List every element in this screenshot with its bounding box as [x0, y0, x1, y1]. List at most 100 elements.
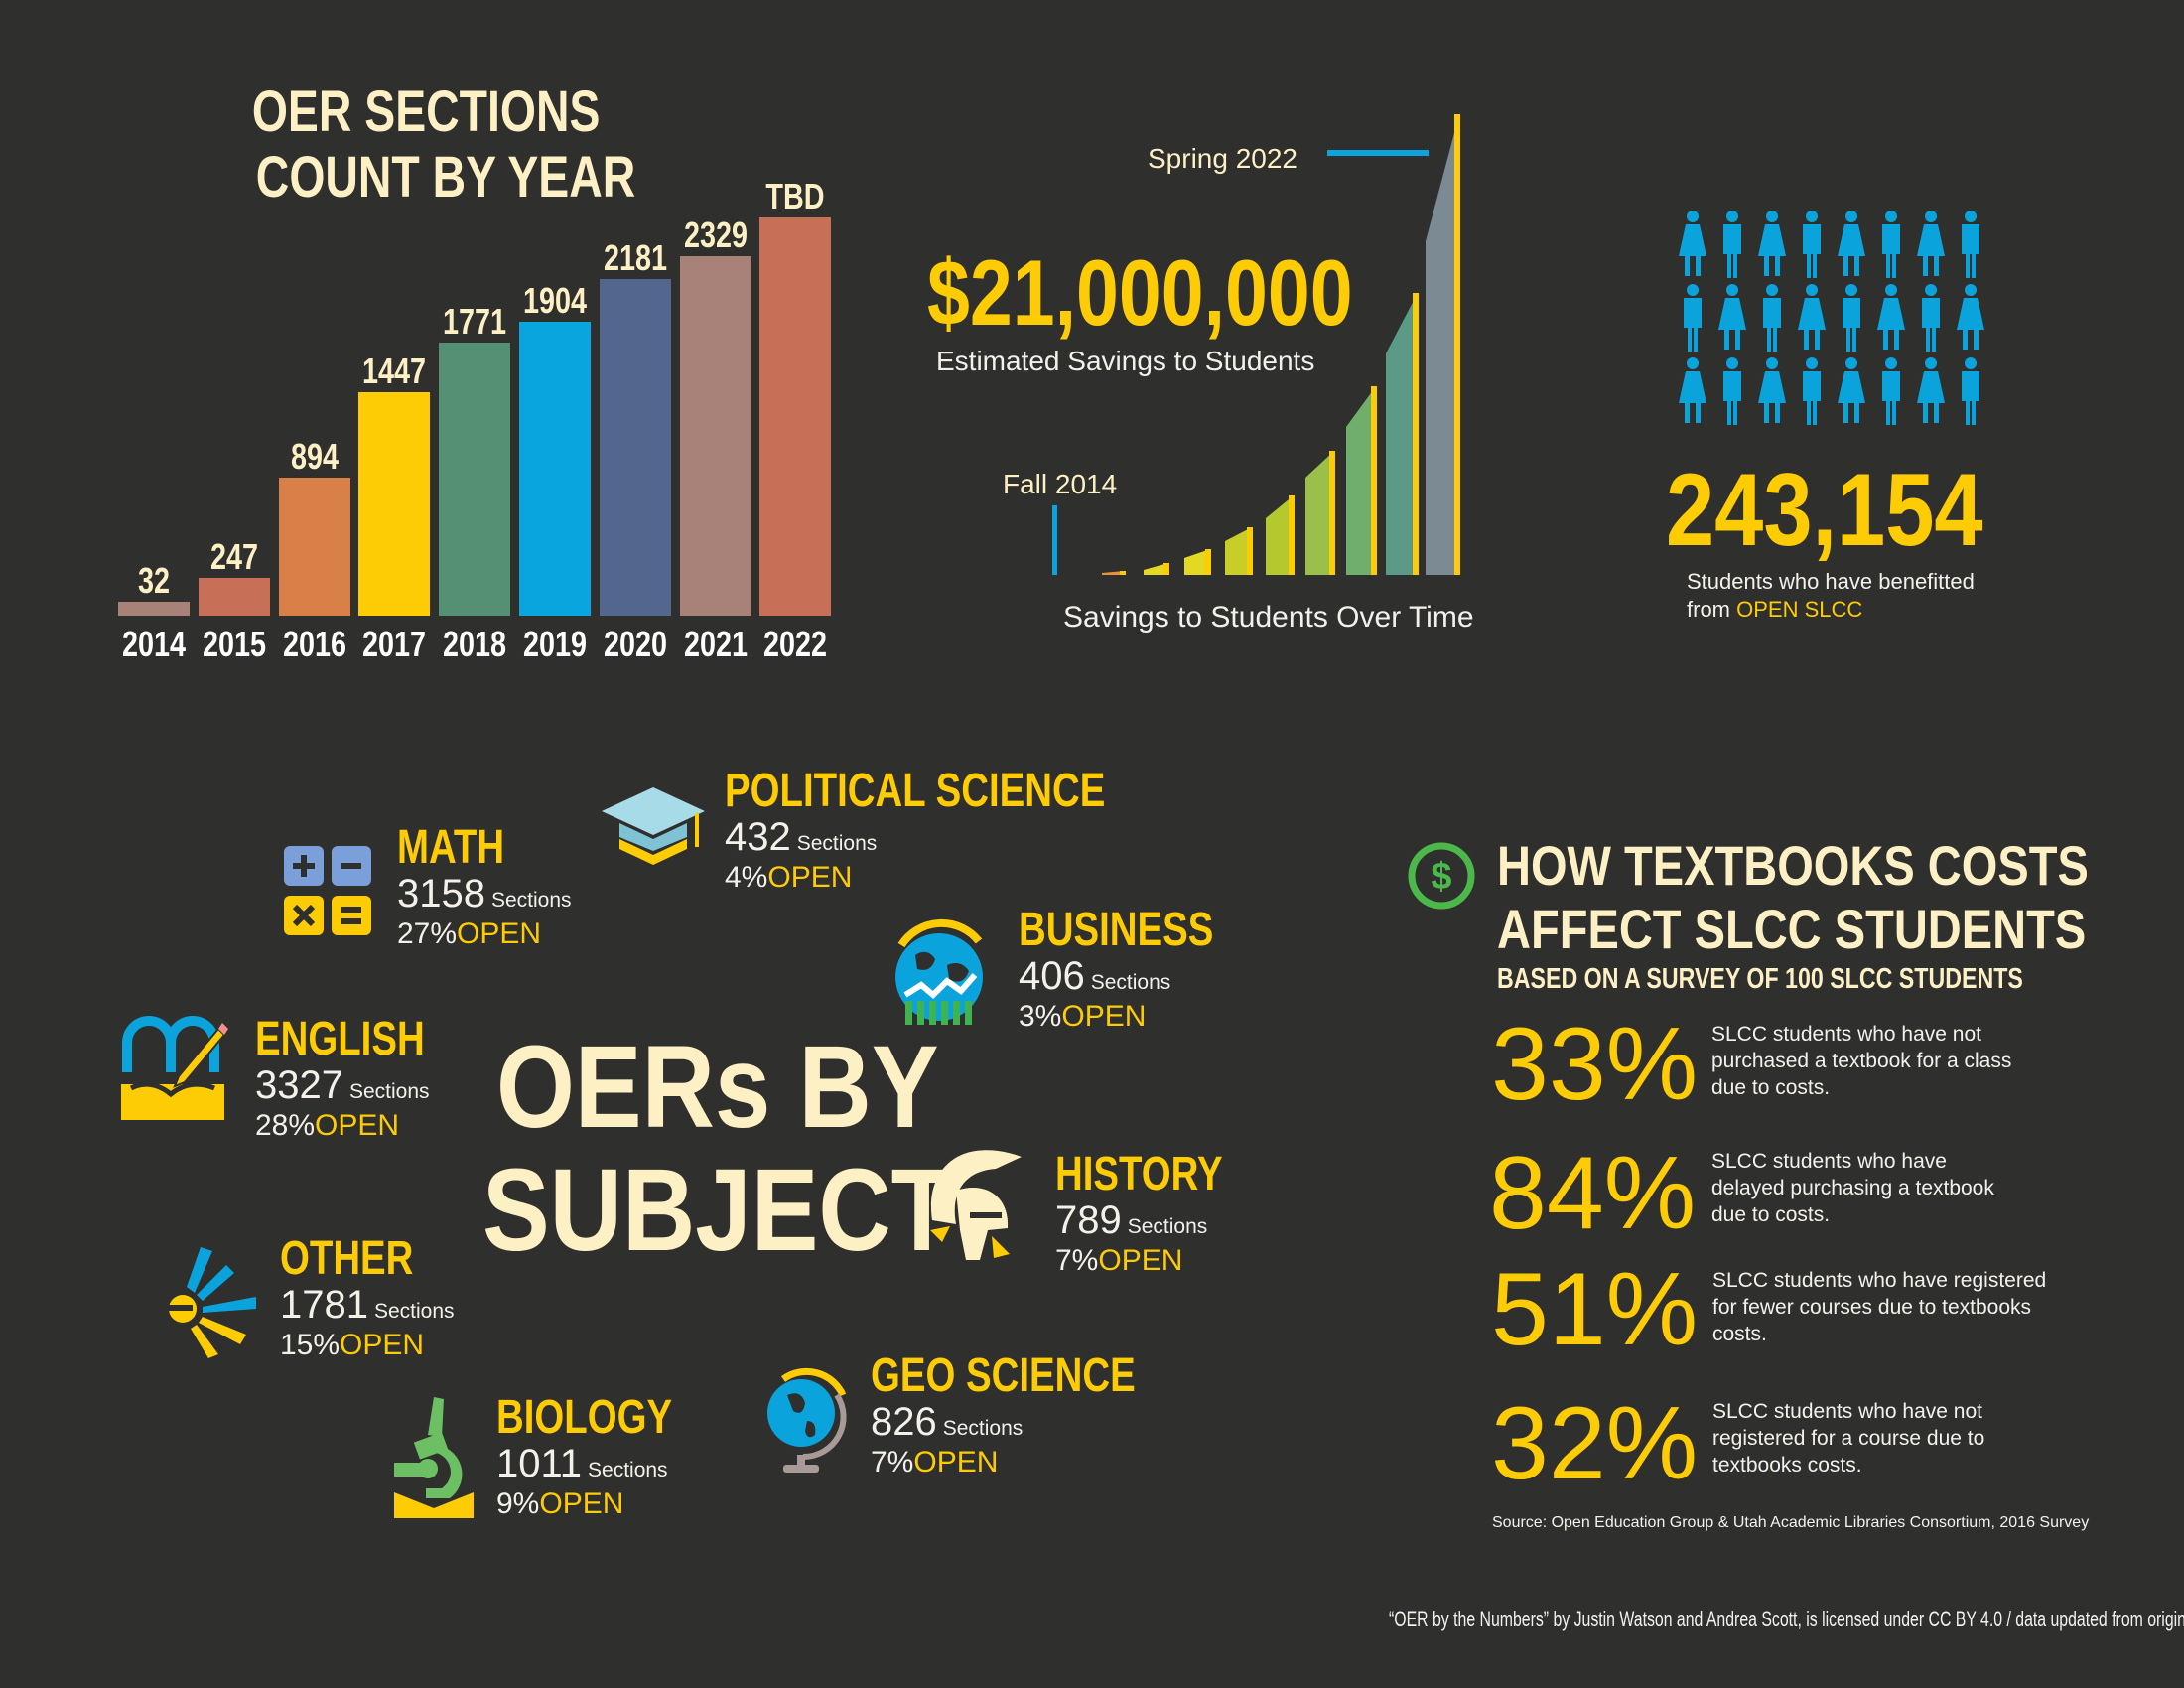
person-icon [1758, 211, 1786, 276]
survey-subtitle: BASED ON A SURVEY OF 100 SLCC STUDENTS [1497, 965, 2154, 994]
book-pencil-icon [121, 1016, 228, 1120]
survey-source: Source: Open Education Group & Utah Acad… [1492, 1514, 2090, 1531]
subject-title: HISTORY [1055, 1151, 1265, 1198]
savings-amount-label: Estimated Savings to Students [936, 346, 1315, 376]
subject-open-row: 9%OPEN [496, 1489, 716, 1519]
open-pct: 3% [1019, 1000, 1062, 1033]
students-label-line1: Students who have benefitted [1687, 569, 1975, 594]
subjects-title-text: OERs BY [496, 1022, 939, 1153]
sections-label: Sections [348, 1080, 430, 1103]
x-tick-label: 2017 [362, 624, 427, 664]
bar-value-label: 1904 [522, 280, 588, 322]
savings-bar-edge [1371, 386, 1377, 575]
subject-count: 406 [1019, 954, 1085, 998]
footer-credit-text: “OER by the Numbers” by Justin Watson an… [1389, 1607, 2184, 1631]
bar-2014 [118, 602, 190, 616]
subject-geo-science: GEO SCIENCE 826 Sections 7%OPEN [871, 1352, 1201, 1477]
subject-math: MATH 3158 Sections 27%OPEN [397, 824, 572, 949]
subject-count-row: 1781 Sections [280, 1285, 455, 1325]
start-label: Fall 2014 [1003, 469, 1118, 499]
bar-value-label: 2181 [603, 237, 667, 278]
subject-open-row: 7%OPEN [871, 1448, 1201, 1477]
open-pct: 7% [871, 1446, 914, 1478]
stat-percent: 33% [1491, 1007, 1699, 1122]
savings-bar-edge [1289, 495, 1295, 575]
savings-bar-edge [1120, 571, 1126, 575]
open-label: OPEN [340, 1329, 425, 1361]
survey-title-line2: AFFECT SLCC STUDENTS [1497, 902, 2184, 957]
savings-bar [1225, 527, 1252, 575]
svg-text:$: $ [1431, 856, 1451, 898]
subject-open-row: 28%OPEN [255, 1111, 467, 1141]
subject-count-row: 432 Sections [725, 817, 1200, 857]
subject-count: 1781 [280, 1283, 368, 1327]
bar-value-label: 247 [209, 535, 258, 577]
person-icon [1684, 284, 1702, 352]
students-count: 243,154 [1666, 459, 2039, 562]
subject-count: 826 [871, 1400, 937, 1444]
person-icon [1803, 211, 1821, 278]
chart-title-line2: COUNT BY YEAR [208, 149, 635, 207]
bar-value-label: 1447 [362, 351, 427, 392]
stat-percent: 84% [1489, 1136, 1697, 1251]
subject-count-row: 826 Sections [871, 1402, 1201, 1442]
bar-2022 [759, 216, 832, 616]
subject-business: BUSINESS 406 Sections 3%OPEN [1019, 907, 1262, 1032]
savings-bar [1426, 114, 1459, 575]
survey-subtitle-text: BASED ON A SURVEY OF 100 SLCC STUDENTS [1497, 963, 2023, 995]
footer-credit: “OER by the Numbers” by Justin Watson an… [1389, 1609, 2184, 1630]
subjects-title-text: SUBJECT [482, 1145, 953, 1276]
subjects-title-line1: OERs BY [496, 1029, 1011, 1146]
x-tick-label: 2015 [202, 624, 266, 664]
subject-count-row: 3327 Sections [255, 1065, 467, 1105]
savings-bar-edge [1205, 549, 1211, 575]
end-marker [1327, 150, 1429, 156]
helmet-icon [930, 1150, 1022, 1260]
open-label: OPEN [1098, 1244, 1183, 1277]
subject-name: POLITICAL SCIENCE [725, 765, 1106, 817]
globe-growth-icon [895, 918, 983, 1025]
person-icon [1957, 284, 1984, 350]
bar-value-label: 1771 [443, 300, 507, 342]
open-label: OPEN [315, 1109, 400, 1142]
x-tick-label: 2019 [522, 624, 588, 664]
open-pct: 9% [496, 1487, 540, 1520]
savings-bar [1386, 293, 1418, 575]
survey-title-text: AFFECT SLCC STUDENTS [1497, 898, 2087, 960]
person-icon [1723, 357, 1741, 425]
person-icon [1962, 357, 1979, 425]
savings-bar [1184, 549, 1210, 575]
subject-title: ENGLISH [255, 1016, 467, 1063]
subject-open-row: 4%OPEN [725, 863, 1200, 893]
stat-text: SLCC students who have not purchased a t… [1711, 1023, 2012, 1099]
subject-count-row: 1011 Sections [496, 1444, 716, 1483]
person-icon [1922, 284, 1940, 352]
savings-bar [1305, 451, 1334, 575]
person-icon [1763, 284, 1781, 352]
person-icon [1758, 357, 1786, 423]
start-marker [1052, 505, 1057, 575]
subject-open-row: 15%OPEN [280, 1331, 455, 1360]
subject-title: BUSINESS [1019, 907, 1262, 954]
savings-bar [1266, 495, 1294, 575]
x-tick-label: 2020 [603, 624, 667, 664]
subject-count-row: 406 Sections [1019, 956, 1262, 996]
sections-label: Sections [373, 1300, 455, 1323]
subject-title: GEO SCIENCE [871, 1352, 1201, 1400]
subject-count: 789 [1055, 1198, 1122, 1242]
subject-english: ENGLISH 3327 Sections 28%OPEN [255, 1016, 467, 1141]
open-label: OPEN [913, 1446, 999, 1478]
bar-2018 [439, 342, 511, 616]
sections-label: Sections [490, 889, 572, 912]
person-icon [1718, 284, 1746, 350]
open-pct: 27% [397, 917, 458, 950]
open-pct: 7% [1055, 1244, 1099, 1277]
savings-bar-edge [1329, 451, 1335, 575]
bar-2021 [679, 256, 751, 616]
savings-bar-edge [1454, 114, 1460, 575]
x-tick-label: 2016 [282, 624, 346, 664]
brand-text: OPEN SLCC [1736, 597, 1863, 622]
microscope-icon [394, 1397, 474, 1518]
sections-label: Sections [1090, 971, 1171, 994]
person-icon [1843, 284, 1860, 352]
